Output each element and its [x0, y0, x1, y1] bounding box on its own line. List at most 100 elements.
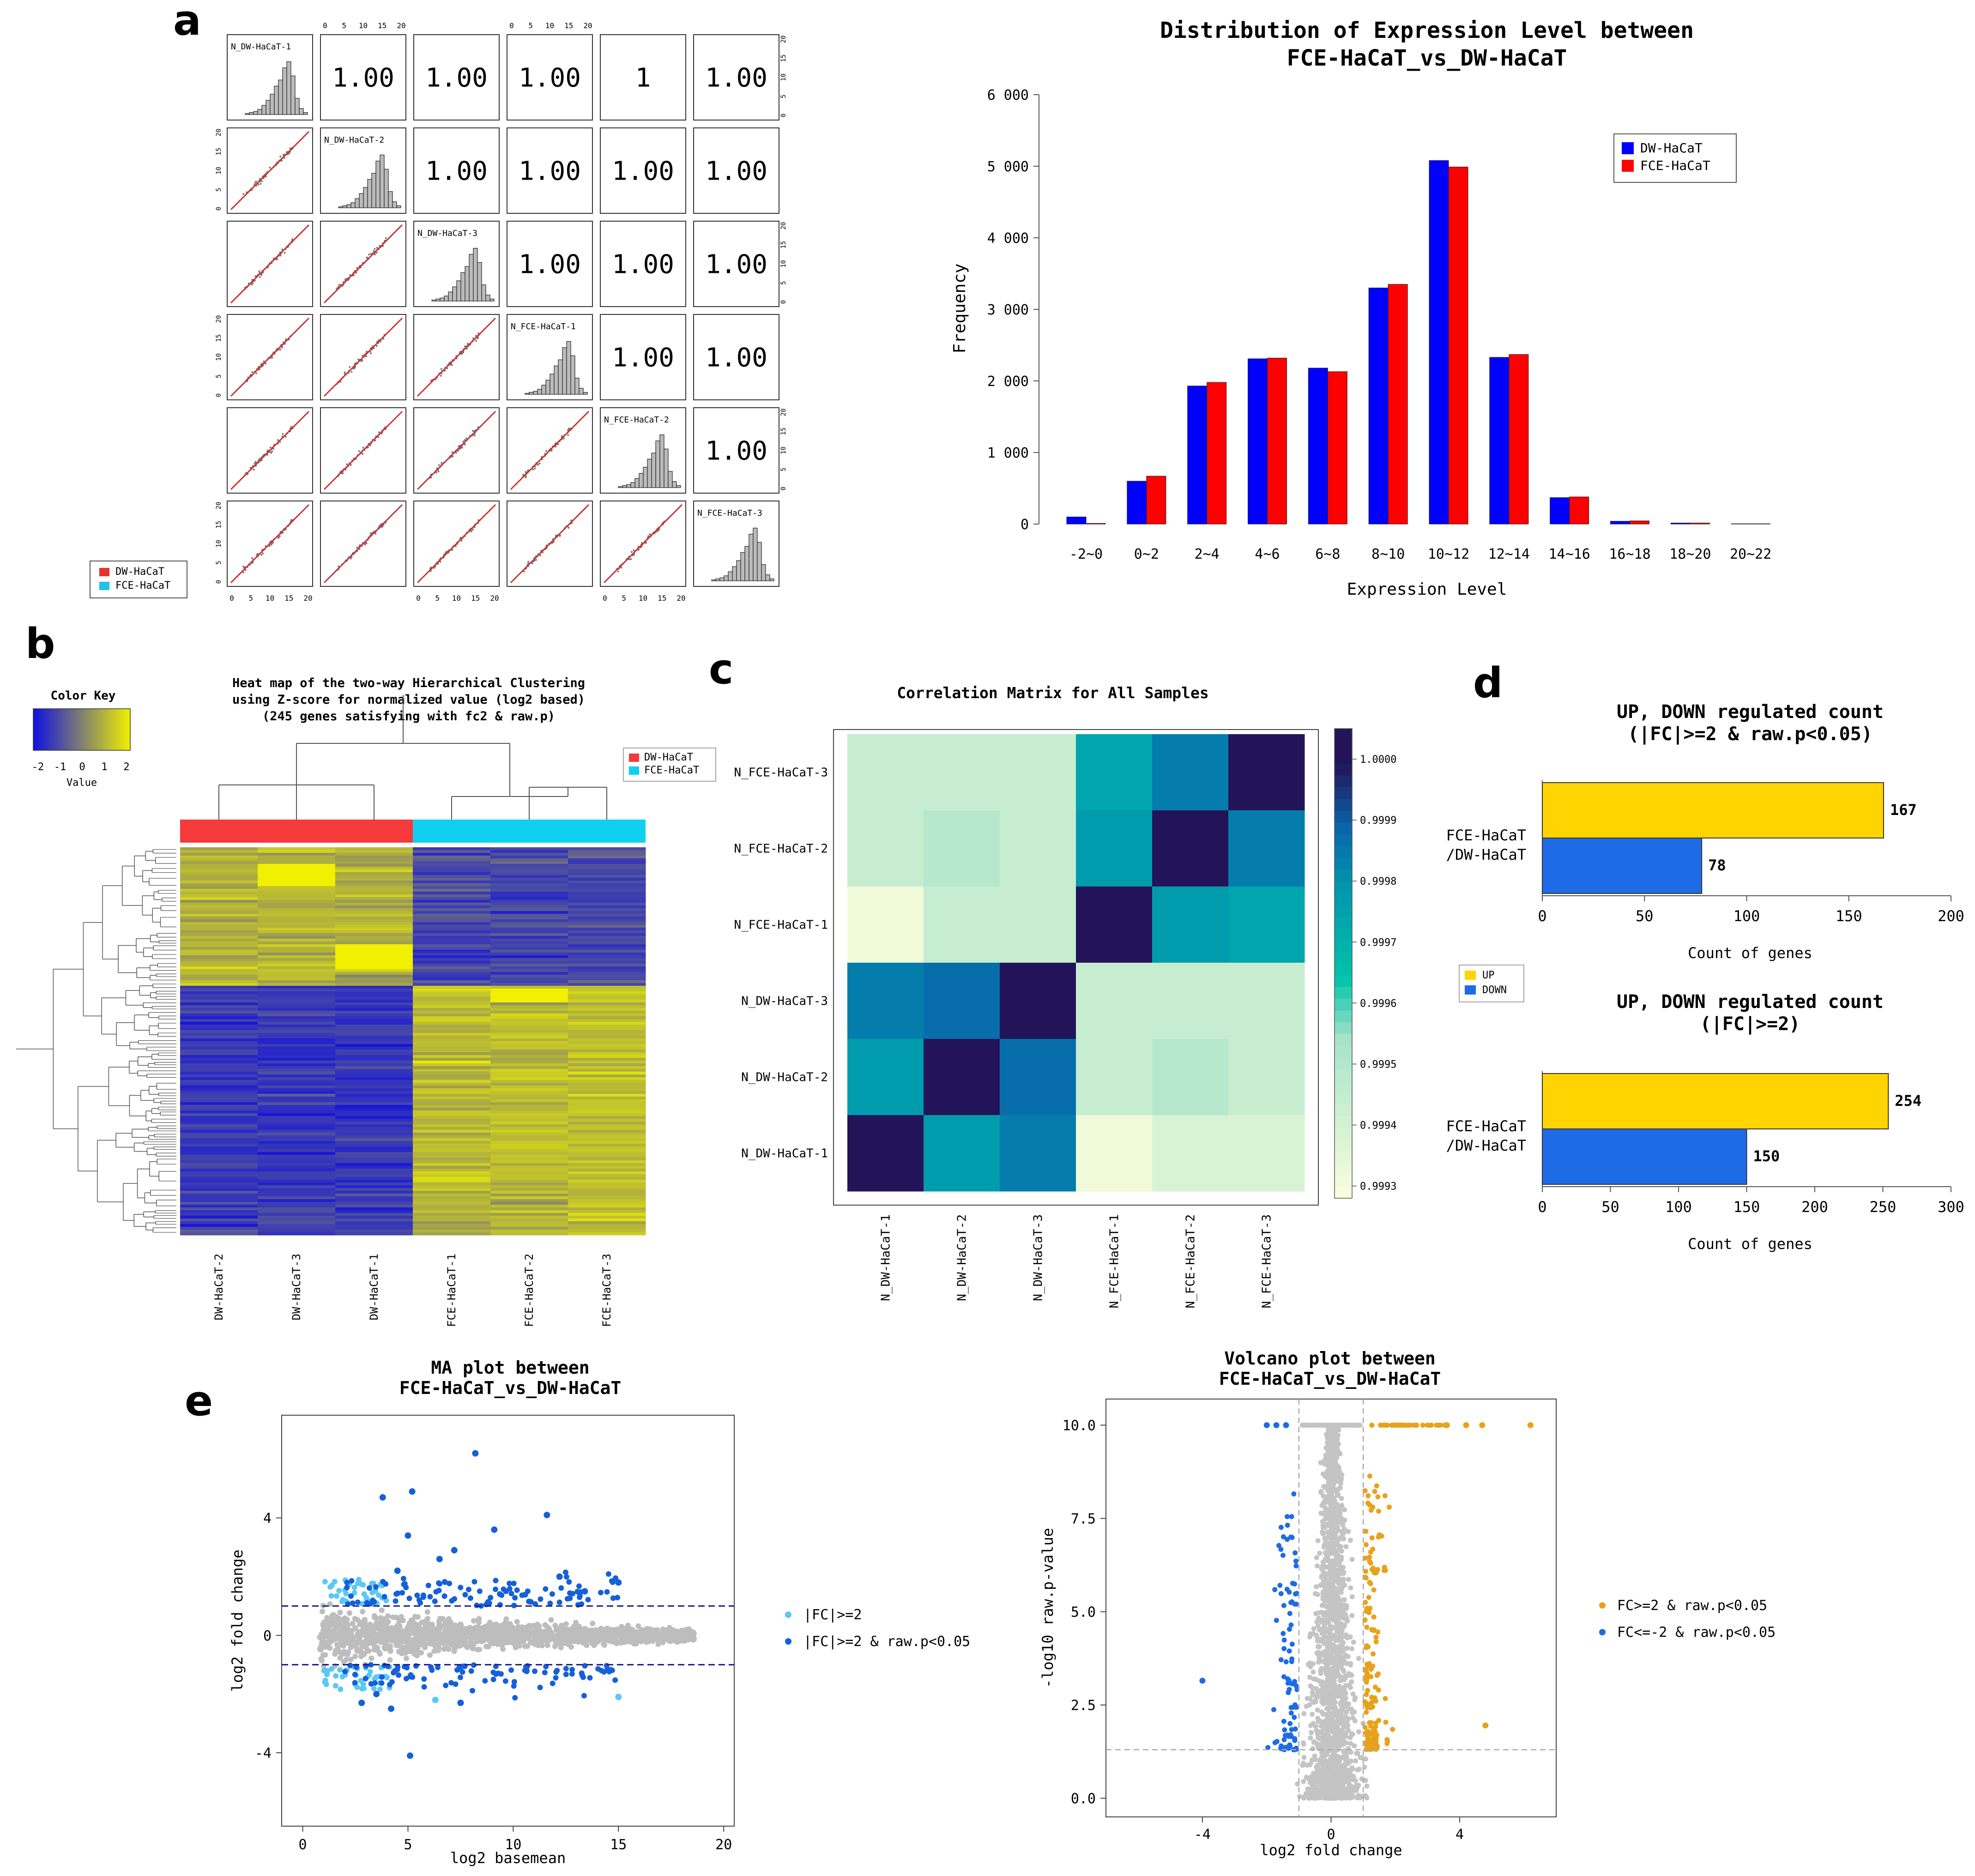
ma-point — [567, 1627, 573, 1633]
ma-point — [641, 1629, 647, 1635]
heatmap-cell — [180, 861, 258, 864]
pairs-scatter-point — [550, 449, 553, 452]
heatmap-cell — [568, 972, 646, 975]
heatmap-cell — [335, 972, 413, 975]
correlation-colorbar-segment — [1335, 787, 1352, 800]
correlation-column-label: N_DW-HaCaT-1 — [879, 1214, 893, 1301]
pairs-fit-line — [230, 131, 310, 211]
ma-point — [561, 1626, 567, 1632]
pairs-scatter-point — [557, 443, 559, 446]
heatmap-cell — [490, 867, 568, 870]
heatmap-cell — [258, 1030, 336, 1033]
correlation-colorbar-segment — [1335, 846, 1352, 858]
pairs-hist-bar — [740, 552, 745, 581]
pairs-scatter-point — [250, 284, 253, 286]
updown-legend-label: DOWN — [1482, 984, 1507, 996]
volcano-point — [1301, 1755, 1307, 1760]
heatmap-cell — [180, 1050, 258, 1053]
pairs-hist-bar — [465, 266, 470, 302]
heatmap-cell — [335, 1210, 413, 1213]
ma-point — [403, 1655, 409, 1661]
pairs-hist-bar — [744, 546, 749, 581]
ma-point-significant — [604, 1589, 610, 1595]
heatmap-cell — [490, 1083, 568, 1086]
pairs-scatter-point — [260, 554, 263, 556]
ma-point-outlier — [544, 1512, 550, 1519]
ma-point — [504, 1626, 510, 1632]
heatmap-cell — [335, 878, 413, 881]
correlation-cell — [847, 734, 924, 811]
heatmap-group-bar-fce — [413, 820, 646, 843]
heatmap-cell — [568, 1163, 646, 1166]
heatmap-cell — [258, 886, 336, 889]
heatmap-cell — [490, 1091, 568, 1094]
ma-point-fc — [360, 1582, 366, 1588]
distribution-x-tick-label: 14~16 — [1549, 546, 1590, 562]
heatmap-cell — [335, 969, 413, 972]
volcano-point — [1346, 1577, 1351, 1582]
heatmap-cell — [490, 1133, 568, 1136]
heatmap-cell — [180, 872, 258, 875]
heatmap-cell — [258, 869, 336, 873]
heatmap-cell — [180, 1152, 258, 1155]
volcano-title-line: FCE-HaCaT_vs_DW-HaCaT — [1219, 1369, 1441, 1389]
heatmap-cell — [335, 1102, 413, 1105]
correlation-colorbar-segment — [1335, 916, 1352, 929]
heatmap-cell — [258, 903, 336, 906]
heatmap-cell — [335, 925, 413, 928]
heatmap-cell — [413, 1155, 491, 1158]
heatmap-cell — [568, 1227, 646, 1230]
ma-point-significant — [512, 1695, 518, 1701]
heatmap-cell — [258, 911, 336, 914]
heatmap-cell — [490, 1196, 568, 1200]
heatmap-cell — [180, 858, 258, 862]
ma-point — [657, 1633, 663, 1639]
heatmap-cell — [335, 1066, 413, 1069]
pairs-scatter-point — [531, 562, 533, 564]
correlation-colorbar-segment — [1335, 810, 1352, 823]
pairs-hist-bar — [388, 191, 393, 208]
heatmap-cell — [180, 1124, 258, 1128]
heatmap-cell — [568, 1055, 646, 1058]
pairs-hist-bar — [452, 286, 457, 302]
heatmap-cell — [568, 914, 646, 917]
heatmap-cell — [568, 1108, 646, 1111]
heatmap-cell — [258, 1016, 336, 1019]
heatmap-cell — [258, 950, 336, 953]
heatmap-cell — [180, 1005, 258, 1008]
heatmap-cell — [413, 1218, 491, 1222]
heatmap-cell — [413, 1050, 491, 1053]
correlation-column-label: N_DW-HaCaT-3 — [1032, 1214, 1045, 1301]
pairs-scatter-point — [366, 350, 368, 353]
pairs-bottom-tick: 15 — [284, 594, 293, 603]
heatmap-color-key-tick: -1 — [54, 761, 66, 773]
heatmap-cell — [490, 1160, 568, 1164]
ma-point — [356, 1648, 362, 1654]
heatmap-cell — [258, 1122, 336, 1125]
pairs-scatter-point — [455, 452, 457, 454]
ma-point — [419, 1619, 425, 1625]
heatmap-cell — [568, 889, 646, 892]
pairs-top-tick: 0 — [509, 21, 514, 30]
pairs-scatter-point — [385, 237, 387, 239]
pairs-hist-bar — [278, 79, 283, 115]
correlation-cell — [1228, 810, 1305, 887]
ma-point — [412, 1627, 418, 1633]
correlation-column-label: N_DW-HaCaT-2 — [955, 1214, 969, 1301]
pairs-cell — [413, 34, 500, 121]
correlation-colorbar-tick-label: 0.9995 — [1360, 1059, 1396, 1070]
heatmap-cell — [258, 1036, 336, 1039]
heatmap-cell — [568, 1030, 646, 1033]
heatmap-cell — [180, 1047, 258, 1050]
ma-point-significant — [609, 1578, 615, 1584]
pairs-scatter-point — [262, 552, 264, 555]
heatmap-cell — [490, 936, 568, 939]
heatmap-cell — [490, 1110, 568, 1114]
heatmap-cell — [413, 1196, 491, 1200]
correlation-cell — [847, 810, 924, 887]
pairs-scatter-point — [464, 345, 466, 348]
distribution-x-tick-label: 6~8 — [1315, 546, 1340, 562]
heatmap-cell — [413, 1011, 491, 1014]
correlation-row-label: N_FCE-HaCaT-1 — [734, 918, 828, 932]
updown-bar-down — [1542, 838, 1703, 894]
